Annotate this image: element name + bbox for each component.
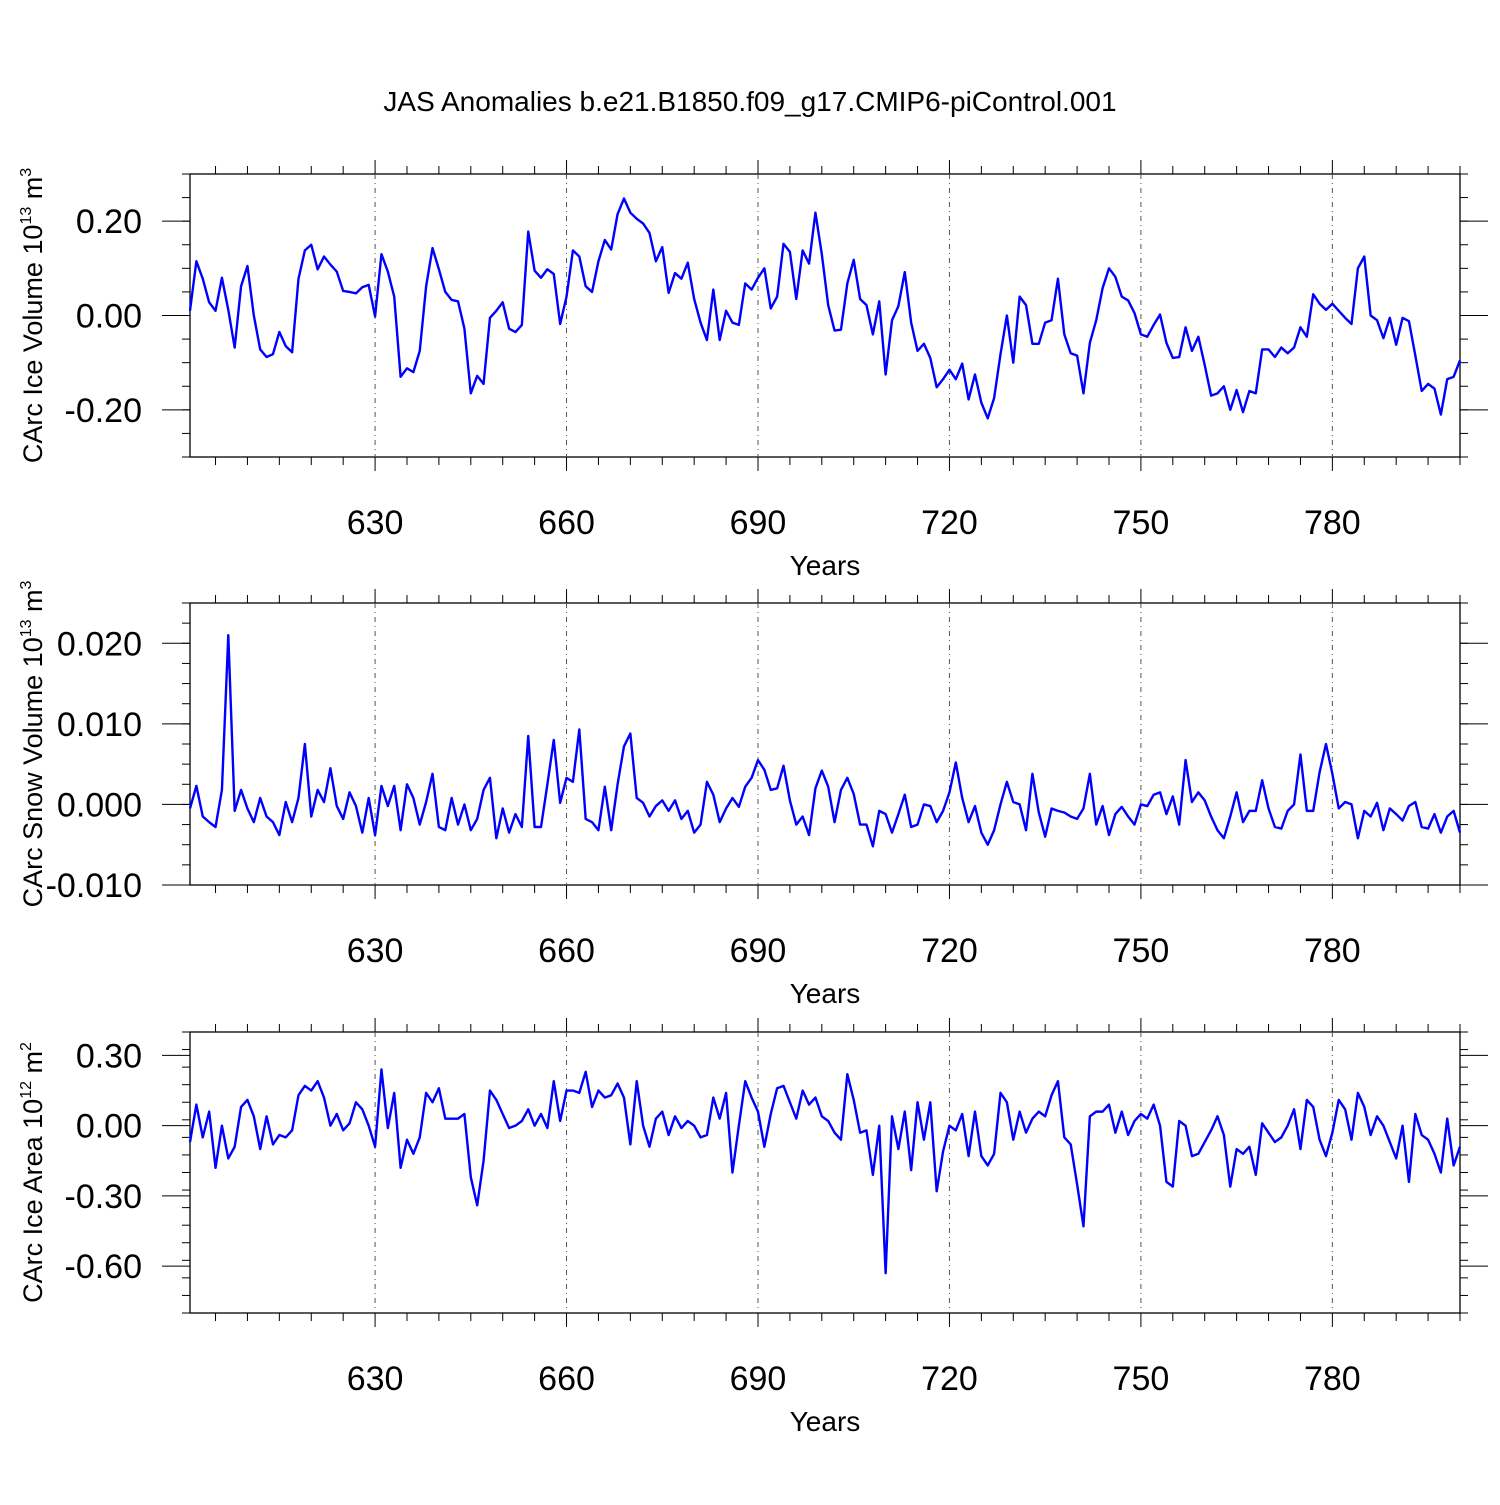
y-tick-label: 0.020 (57, 625, 142, 663)
y-axis-label-exponent: 13 (18, 619, 35, 637)
chart-panel-2: -0.010 0.000 0.010 0.020 630 660 690 720 750 780 Y… (18, 580, 1488, 1009)
y-tick-label: 0.20 (76, 203, 142, 241)
x-tick-label: 690 (730, 504, 787, 542)
x-tick-label: 660 (538, 1360, 595, 1398)
y-tick-label: 0.000 (57, 786, 142, 824)
y-axis-label-unit-exponent: 3 (18, 580, 35, 589)
y-axis-label-text: CArc Ice Volume 10 (18, 225, 48, 464)
x-tick-label: 660 (538, 504, 595, 542)
x-tick-label: 690 (730, 932, 787, 970)
y-tick-label: 0.010 (57, 706, 142, 744)
plot-frame (189, 173, 1461, 458)
y-tick-label: 0.30 (76, 1037, 142, 1075)
x-tick-label: 720 (921, 932, 978, 970)
y-axis-label: CArc Ice Volume 1013 m3 (18, 168, 48, 463)
y-tick-label: -0.20 (65, 392, 143, 430)
y-axis-label: CArc Ice Area 1012 m2 (18, 1042, 48, 1303)
y-axis-label: CArc Snow Volume 1013 m3 (18, 580, 48, 907)
y-axis-label-unit: m (18, 589, 48, 619)
x-tick-label: 630 (347, 932, 404, 970)
y-axis-label-text: CArc Snow Volume 10 (18, 637, 48, 907)
y-tick-label: 0.00 (76, 298, 142, 336)
plot-frame (189, 602, 1461, 886)
x-tick-label: 780 (1304, 504, 1361, 542)
data-series-line (188, 1068, 1462, 1275)
x-axis-label: Years (790, 978, 861, 1009)
y-axis-label-unit-exponent: 2 (18, 1042, 35, 1051)
chart-panel-3: -0.60 -0.30 0.00 0.30 630 660 690 720 750 780 Year… (18, 1018, 1488, 1437)
chart-title: JAS Anomalies b.e21.B1850.f09_g17.CMIP6-… (383, 86, 1116, 117)
y-axis-label-unit: m (18, 1051, 48, 1081)
x-tick-label: 660 (538, 932, 595, 970)
x-axis-label: Years (790, 1406, 861, 1437)
y-axis-label-exponent: 12 (18, 1081, 35, 1099)
y-tick-label: -0.010 (46, 867, 142, 905)
y-axis-label-unit: m (18, 177, 48, 207)
x-tick-label: 720 (921, 504, 978, 542)
x-tick-label: 750 (1113, 1360, 1170, 1398)
y-tick-label: 0.00 (76, 1108, 142, 1146)
x-tick-label: 780 (1304, 932, 1361, 970)
x-tick-label: 690 (730, 1360, 787, 1398)
data-series-line (188, 197, 1462, 420)
y-tick-label: -0.30 (65, 1178, 143, 1216)
y-axis-label-text: CArc Ice Area 10 (18, 1099, 48, 1303)
x-tick-label: 750 (1113, 504, 1170, 542)
x-tick-label: 630 (347, 1360, 404, 1398)
x-axis-label: Years (790, 550, 861, 581)
x-tick-label: 720 (921, 1360, 978, 1398)
data-series-line (188, 634, 1462, 848)
x-tick-label: 630 (347, 504, 404, 542)
x-tick-label: 780 (1304, 1360, 1361, 1398)
y-axis-label-exponent: 13 (18, 207, 35, 225)
chart-panel-1: -0.20 0.00 0.20 630 660 690 720 750 780 Years CArc… (18, 160, 1488, 581)
x-tick-label: 750 (1113, 932, 1170, 970)
y-axis-label-unit-exponent: 3 (18, 168, 35, 177)
y-tick-label: -0.60 (65, 1248, 143, 1286)
